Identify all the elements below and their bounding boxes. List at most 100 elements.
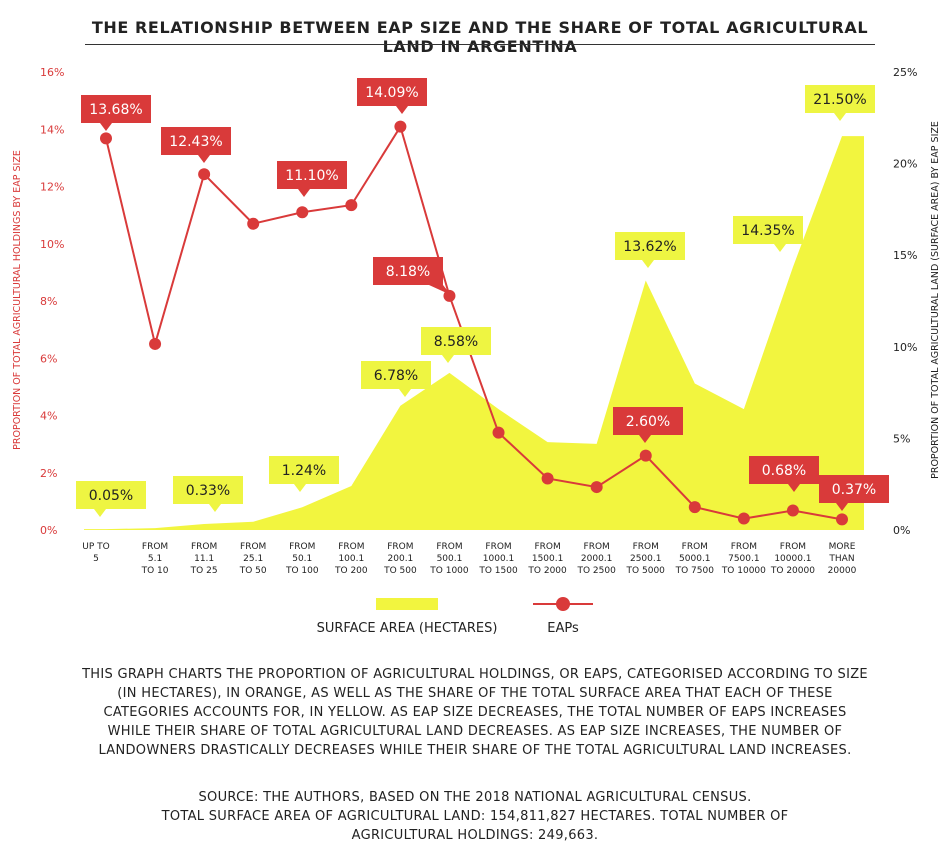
eap-point bbox=[149, 337, 162, 350]
category-label: TO 25 bbox=[190, 566, 218, 576]
right-axis-tick-label: 10% bbox=[893, 341, 917, 354]
source-line-2: TOTAL SURFACE AREA OF AGRICULTURAL LAND:… bbox=[161, 809, 789, 843]
category-label: 1500.1 bbox=[532, 554, 564, 564]
eap-label-text: 8.18% bbox=[386, 264, 430, 280]
category-label: TO 20000 bbox=[770, 566, 815, 576]
category-label: FROM bbox=[485, 542, 511, 552]
category-label: 10000.1 bbox=[774, 554, 811, 564]
area-label-pointer bbox=[399, 389, 411, 397]
category-label: 7500.1 bbox=[728, 554, 760, 564]
eap-label-pointer bbox=[788, 484, 800, 492]
area-label-box bbox=[805, 85, 875, 113]
chart-source: SOURCE: THE AUTHORS, BASED ON THE 2018 N… bbox=[110, 788, 840, 845]
eap-label-box bbox=[277, 161, 347, 189]
eap-label-text: 13.68% bbox=[89, 102, 142, 118]
area-label-text: 1.24% bbox=[282, 463, 326, 479]
left-axis-tick-label: 6% bbox=[40, 352, 57, 365]
left-axis-tick-label: 14% bbox=[40, 123, 64, 136]
eap-point bbox=[639, 449, 652, 462]
left-axis-tick-label: 4% bbox=[40, 410, 57, 423]
eap-label-text: 0.37% bbox=[832, 482, 876, 498]
category-label: 5000.1 bbox=[679, 554, 711, 564]
left-axis-title: PROPORTION OF TOTAL AGRICULTURAL HOLDING… bbox=[12, 150, 23, 450]
category-label: FROM bbox=[191, 542, 217, 552]
area-label-text: 14.35% bbox=[741, 223, 794, 239]
eap-point bbox=[198, 168, 211, 181]
area-label-box bbox=[173, 476, 243, 504]
eap-point bbox=[590, 481, 603, 494]
right-axis-tick-label: 5% bbox=[893, 432, 910, 445]
category-label: FROM bbox=[633, 542, 659, 552]
category-label: TO 500 bbox=[383, 566, 417, 576]
category-label: FROM bbox=[436, 542, 462, 552]
category-label: MORE bbox=[829, 542, 856, 552]
category-label: TO 100 bbox=[285, 566, 319, 576]
category-label: FROM bbox=[682, 542, 708, 552]
category-label: 100.1 bbox=[338, 554, 364, 564]
area-label-box bbox=[361, 361, 431, 389]
category-label: TO 2000 bbox=[527, 566, 567, 576]
category-label: 200.1 bbox=[388, 554, 414, 564]
category-label: FROM bbox=[534, 542, 560, 552]
category-label: FROM bbox=[338, 542, 364, 552]
area-label-pointer bbox=[94, 509, 106, 517]
category-label: 500.1 bbox=[437, 554, 463, 564]
chart: 0% 2% 4% 6% 8% 10% 12% 14% 16% 0% 5% 10% 15% 20% 25% PR… bbox=[12, 66, 941, 636]
category-label: 5.1 bbox=[148, 554, 162, 564]
eap-point bbox=[541, 472, 554, 485]
right-axis-tick-label: 25% bbox=[893, 66, 917, 79]
eap-label-pointer bbox=[198, 155, 210, 163]
eap-label-text: 14.09% bbox=[365, 85, 418, 101]
eap-point bbox=[345, 199, 358, 212]
left-axis-tick-label: 10% bbox=[40, 238, 64, 251]
right-axis-title: PROPORTION OF TOTAL AGRICULTURAL LAND (S… bbox=[930, 121, 941, 479]
category-label: TO 200 bbox=[334, 566, 368, 576]
area-label-text: 6.78% bbox=[374, 368, 418, 384]
eap-point bbox=[836, 513, 848, 526]
area-label-text: 13.62% bbox=[623, 239, 676, 255]
category-label: 5 bbox=[93, 554, 99, 564]
eap-point bbox=[786, 504, 799, 517]
category-label: UP TO bbox=[82, 542, 109, 552]
area-label-pointer bbox=[209, 504, 221, 512]
area-label-text: 0.05% bbox=[89, 488, 133, 504]
eap-label-text: 0.68% bbox=[762, 463, 806, 479]
left-axis-tick-label: 8% bbox=[40, 295, 57, 308]
eap-point bbox=[296, 206, 309, 219]
category-label: FROM bbox=[289, 542, 315, 552]
eap-point bbox=[737, 512, 750, 525]
eap-label-box bbox=[373, 257, 443, 285]
eap-label-box bbox=[613, 407, 683, 435]
eap-label-pointer bbox=[639, 435, 651, 443]
title-underline bbox=[85, 44, 875, 45]
category-label: FROM bbox=[780, 542, 806, 552]
eap-label-text: 11.10% bbox=[285, 168, 338, 184]
chart-description: THIS GRAPH CHARTS THE PROPORTION OF AGRI… bbox=[82, 667, 868, 758]
category-label: TO 10 bbox=[141, 566, 169, 576]
eap-label-pointer bbox=[396, 106, 408, 114]
area-label-pointer bbox=[834, 113, 846, 121]
category-label: 11.1 bbox=[194, 554, 214, 564]
area-label-pointer bbox=[642, 260, 654, 268]
category-label: FROM bbox=[142, 542, 168, 552]
eap-point bbox=[492, 426, 505, 439]
eap-point bbox=[247, 217, 260, 230]
right-axis-tick-label: 20% bbox=[893, 158, 917, 171]
eap-label-box bbox=[81, 95, 151, 123]
category-label: TO 5000 bbox=[626, 566, 666, 576]
eap-label-box bbox=[357, 78, 427, 106]
category-label: 1000.1 bbox=[483, 554, 515, 564]
area-label-pointer bbox=[294, 484, 306, 492]
area-label-box bbox=[615, 232, 685, 260]
category-label: TO 10000 bbox=[721, 566, 766, 576]
area-label-text: 21.50% bbox=[813, 92, 866, 108]
area-label-box bbox=[269, 456, 339, 484]
eap-label-pointer bbox=[836, 503, 848, 511]
area-label-box bbox=[421, 327, 491, 355]
eap-label-box bbox=[161, 127, 231, 155]
legend-area-swatch bbox=[376, 598, 438, 610]
eap-label-pointer bbox=[298, 189, 310, 197]
chart-title: THE RELATIONSHIP BETWEEN EAP SIZE AND TH… bbox=[91, 18, 869, 56]
area-label-box bbox=[733, 216, 803, 244]
category-label: 20000 bbox=[828, 566, 857, 576]
